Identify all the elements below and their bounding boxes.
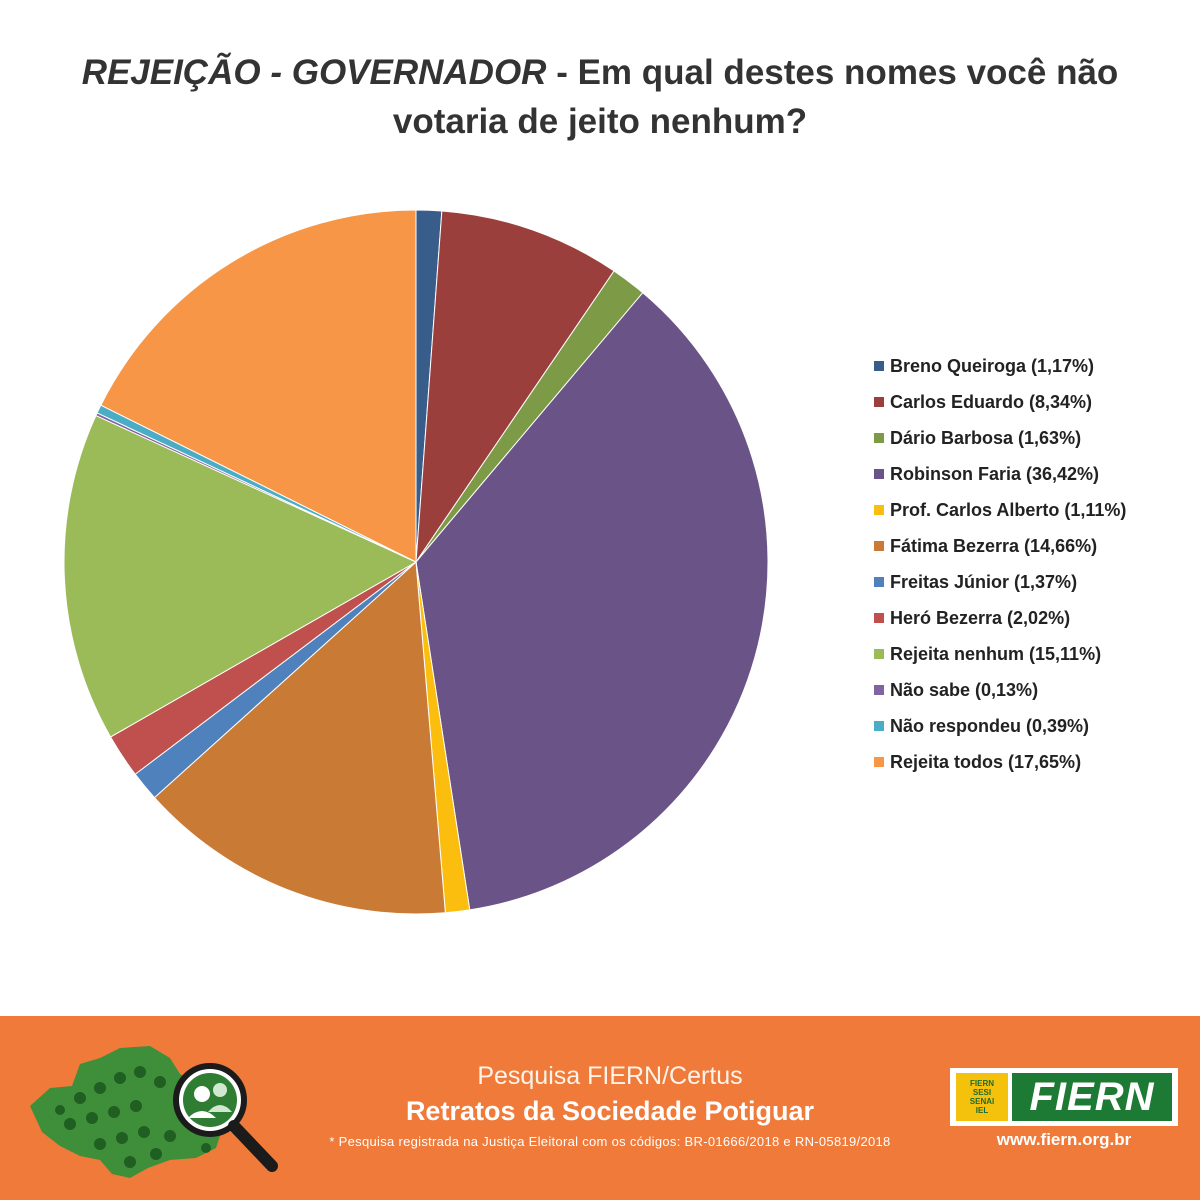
legend-item: Carlos Eduardo (8,34%) — [874, 384, 1126, 420]
legend-item: Prof. Carlos Alberto (1,11%) — [874, 492, 1126, 528]
legend-label: Breno Queiroga (1,17%) — [890, 355, 1095, 376]
legend-item: Fátima Bezerra (14,66%) — [874, 528, 1126, 564]
legend-item: Heró Bezerra (2,02%) — [874, 600, 1126, 636]
survey-series-title: Retratos da Sociedade Potiguar — [405, 1096, 815, 1126]
legend-swatch — [874, 541, 884, 551]
legend-swatch — [874, 721, 884, 731]
legend-swatch — [874, 685, 884, 695]
fiern-url: www.fiern.org.br — [996, 1130, 1132, 1149]
legend-swatch — [874, 469, 884, 479]
pie-slice — [153, 560, 446, 915]
legend-label: Prof. Carlos Alberto (1,11%) — [890, 499, 1127, 520]
legend-swatch — [874, 577, 884, 587]
legend-label: Dário Barbosa (1,63%) — [890, 427, 1082, 448]
legend-label: Freitas Júnior (1,37%) — [890, 571, 1078, 592]
legend-label: Robinson Faria (36,42%) — [890, 463, 1100, 484]
legend-label: Carlos Eduardo (8,34%) — [890, 391, 1093, 412]
legend-swatch — [874, 361, 884, 371]
legend-swatch — [874, 757, 884, 767]
legend-swatch — [874, 397, 884, 407]
legend-label: Fátima Bezerra (14,66%) — [890, 535, 1098, 556]
survey-source: Pesquisa FIERN/Certus — [477, 1062, 743, 1090]
legend-item: Não sabe (0,13%) — [874, 672, 1126, 708]
fiern-logo: FIERN SESI SENAI IEL FIERN — [950, 1068, 1178, 1126]
chart-title-emphasis: REJEIÇÃO - GOVERNADOR — [81, 53, 547, 92]
pie-slice — [100, 209, 417, 563]
legend-swatch — [874, 433, 884, 443]
chart-title-question: - Em qual destes nomes você não votaria … — [392, 53, 1119, 141]
pie-slice — [415, 210, 615, 564]
badge-line: FIERN — [970, 1079, 994, 1088]
legend-item: Robinson Faria (36,42%) — [874, 456, 1126, 492]
pie-chart — [63, 209, 769, 915]
pie-slice — [63, 414, 418, 738]
fiern-system-badge: FIERN SESI SENAI IEL — [956, 1073, 1008, 1121]
legend-item: Freitas Júnior (1,37%) — [874, 564, 1126, 600]
badge-line: IEL — [975, 1106, 989, 1115]
legend-item: Dário Barbosa (1,63%) — [874, 420, 1126, 456]
footer-banner: Pesquisa FIERN/Certus Retratos da Socied… — [0, 1016, 1200, 1200]
legend-swatch — [874, 649, 884, 659]
legend-item: Não respondeu (0,39%) — [874, 708, 1126, 744]
legend-label: Não respondeu (0,39%) — [890, 715, 1090, 736]
chart-title: REJEIÇÃO - GOVERNADOR - Em qual destes n… — [40, 48, 1160, 146]
legend-label: Não sabe (0,13%) — [890, 679, 1039, 700]
legend-swatch — [874, 505, 884, 515]
legend-item: Rejeita todos (17,65%) — [874, 744, 1126, 780]
legend-label: Heró Bezerra (2,02%) — [890, 607, 1071, 628]
badge-line: SESI — [972, 1088, 992, 1097]
registration-note: * Pesquisa registrada na Justiça Eleitor… — [329, 1134, 891, 1149]
legend-label: Rejeita nenhum (15,11%) — [890, 643, 1102, 664]
pie-slice — [415, 292, 769, 911]
legend-swatch — [874, 613, 884, 623]
legend-label: Rejeita todos (17,65%) — [890, 751, 1082, 772]
fiern-wordmark: FIERN — [1012, 1073, 1172, 1121]
chart-legend: Breno Queiroga (1,17%) Carlos Eduardo (8,… — [874, 348, 1126, 780]
retratos-map-logo — [30, 1046, 278, 1178]
legend-item: Rejeita nenhum (15,11%) — [874, 636, 1126, 672]
legend-item: Breno Queiroga (1,17%) — [874, 348, 1126, 384]
badge-line: SENAI — [969, 1097, 995, 1106]
